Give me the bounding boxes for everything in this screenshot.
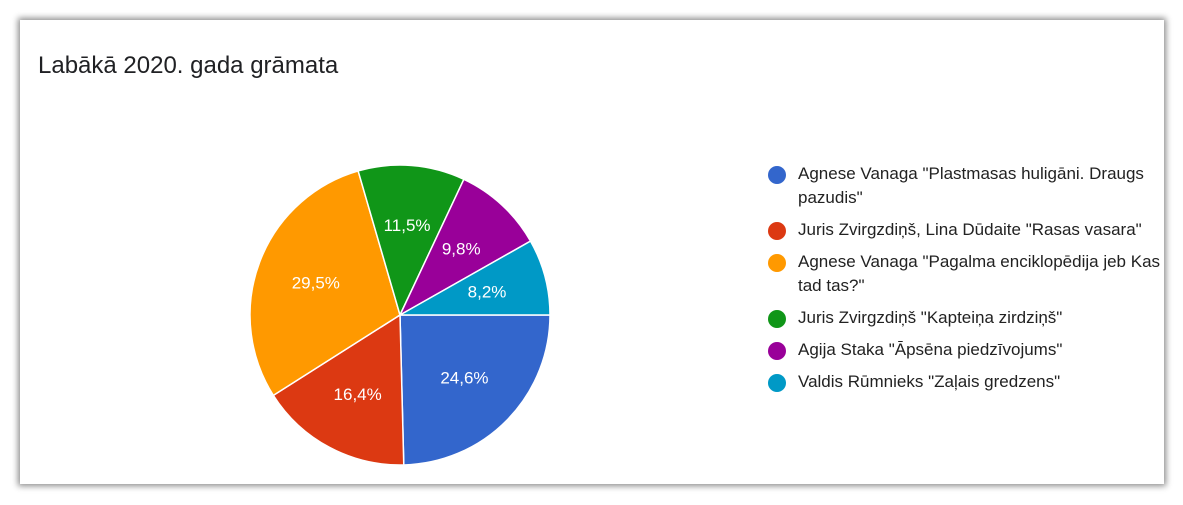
legend-item[interactable]: Valdis Rūmnieks "Zaļais gredzens" <box>768 370 1163 394</box>
pie-slices <box>249 164 551 466</box>
chart-legend: Agnese Vanaga "Plastmasas huligāni. Drau… <box>768 162 1163 402</box>
legend-label: Valdis Rūmnieks "Zaļais gredzens" <box>798 372 1061 391</box>
legend-swatch-icon <box>768 342 786 360</box>
pie-slice[interactable] <box>397 240 551 316</box>
pie-slice[interactable] <box>399 314 551 466</box>
slice-value-label: 8,2% <box>468 283 507 302</box>
legend-swatch-icon <box>768 310 786 328</box>
pie-chart: 24,6% 16,4% 29,5% 11,5% 9,8% 8,2% <box>249 164 551 466</box>
legend-label: Agija Staka "Āpsēna piedzīvojums" <box>798 340 1063 359</box>
legend-label: Agnese Vanaga "Plastmasas huligāni. Drau… <box>798 164 1144 207</box>
slice-value-label: 9,8% <box>442 240 481 259</box>
slice-value-label: 29,5% <box>292 274 340 293</box>
slice-value-label: 11,5% <box>384 216 431 235</box>
legend-label: Juris Zvirgzdiņš, Lina Dūdaite "Rasas va… <box>798 220 1142 239</box>
legend-swatch-icon <box>768 166 786 184</box>
legend-swatch-icon <box>768 254 786 272</box>
pie-slice[interactable] <box>357 164 465 318</box>
chart-title: Labākā 2020. gada grāmata <box>38 52 339 79</box>
pie-slice[interactable] <box>398 178 532 317</box>
slice-value-label: 16,4% <box>334 385 382 404</box>
legend-item[interactable]: Juris Zvirgzdiņš, Lina Dūdaite "Rasas va… <box>768 218 1163 242</box>
legend-item[interactable]: Agija Staka "Āpsēna piedzīvojums" <box>768 338 1163 362</box>
legend-swatch-icon <box>768 374 786 392</box>
legend-label: Juris Zvirgzdiņš "Kapteiņa zirdziņš" <box>798 308 1063 327</box>
legend-label: Agnese Vanaga "Pagalma enciklopēdija jeb… <box>798 252 1161 295</box>
slice-value-label: 24,6% <box>440 368 488 387</box>
pie-slice[interactable] <box>272 313 405 466</box>
pie-slice-labels: 24,6% 16,4% 29,5% 11,5% 9,8% 8,2% <box>292 216 507 404</box>
legend-item[interactable]: Agnese Vanaga "Pagalma enciklopēdija jeb… <box>768 250 1163 298</box>
legend-item[interactable]: Juris Zvirgzdiņš "Kapteiņa zirdziņš" <box>768 306 1163 330</box>
chart-card: Labākā 2020. gada grāmata 24,6% 16,4% 29,5… <box>20 20 1164 484</box>
legend-item[interactable]: Agnese Vanaga "Plastmasas huligāni. Drau… <box>768 162 1163 210</box>
legend-swatch-icon <box>768 222 786 240</box>
pie-slice[interactable] <box>249 170 401 397</box>
